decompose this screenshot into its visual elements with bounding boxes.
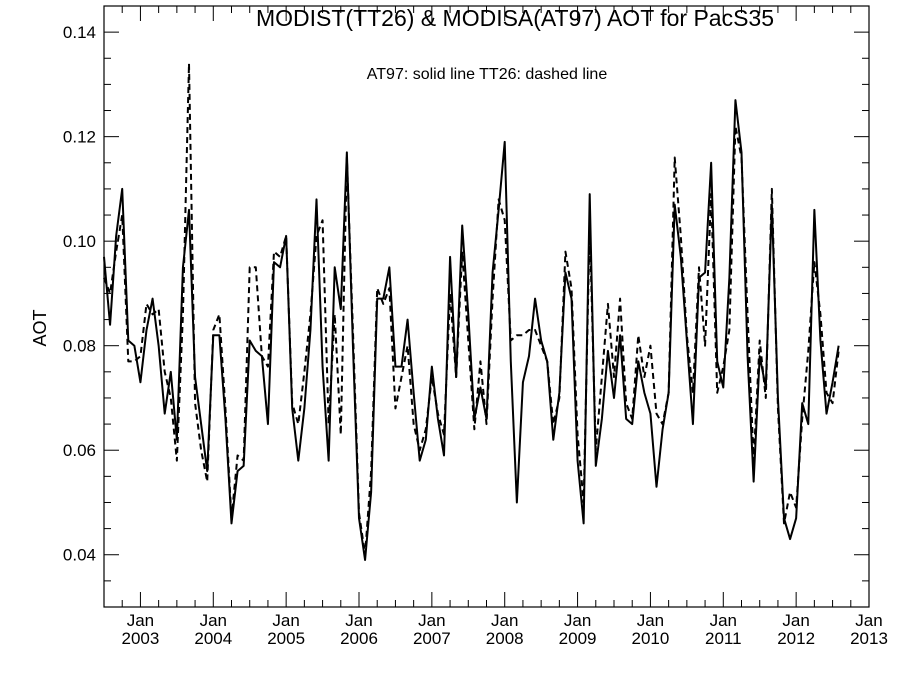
- x-tick-month-label: Jan: [491, 611, 518, 630]
- y-tick-label: 0.14: [63, 23, 96, 42]
- x-tick-month-label: Jan: [127, 611, 154, 630]
- x-tick-month-label: Jan: [272, 611, 299, 630]
- y-tick-label: 0.08: [63, 337, 96, 356]
- chart-title: MODIST(TT26) & MODISA(AT97) AOT for PacS…: [256, 5, 774, 31]
- x-tick-year-label: 2008: [486, 629, 524, 648]
- x-tick-year-label: 2006: [340, 629, 378, 648]
- x-tick-month-label: Jan: [855, 611, 882, 630]
- x-tick-month-label: Jan: [200, 611, 227, 630]
- x-tick-year-label: 2005: [267, 629, 305, 648]
- x-tick-month-label: Jan: [564, 611, 591, 630]
- x-tick-year-label: 2011: [705, 629, 742, 648]
- x-tick-month-label: Jan: [710, 611, 737, 630]
- x-tick-month-label: Jan: [637, 611, 664, 630]
- x-tick-month-label: Jan: [418, 611, 445, 630]
- series-line-at97: [103, 99, 840, 561]
- y-tick-label: 0.10: [63, 232, 96, 251]
- y-tick-labels: 0.04 0.06 0.08 0.10 0.12 0.14: [63, 23, 96, 565]
- x-tick-year-label: 2007: [413, 629, 451, 648]
- series-layer: [103, 62, 840, 561]
- y-tick-label: 0.06: [63, 441, 96, 460]
- x-tick-labels: Jan2003Jan2004Jan2005Jan2006Jan2007Jan20…: [122, 611, 888, 648]
- legend-annotation: AT97: solid line TT26: dashed line: [367, 66, 608, 83]
- plot-frame: [103, 5, 870, 608]
- x-tick-year-label: 2012: [777, 629, 815, 648]
- y-tick-label: 0.04: [63, 546, 96, 565]
- x-tick-month-label: Jan: [345, 611, 372, 630]
- y-axis-label: AOT: [30, 309, 50, 346]
- axis-ticks: [103, 6, 870, 608]
- x-tick-year-label: 2004: [194, 629, 232, 648]
- x-tick-month-label: Jan: [782, 611, 809, 630]
- x-tick-year-label: 2010: [632, 629, 670, 648]
- y-tick-label: 0.12: [63, 128, 96, 147]
- x-tick-year-label: 2013: [850, 629, 888, 648]
- x-tick-year-label: 2009: [559, 629, 597, 648]
- x-tick-year-label: 2003: [122, 629, 160, 648]
